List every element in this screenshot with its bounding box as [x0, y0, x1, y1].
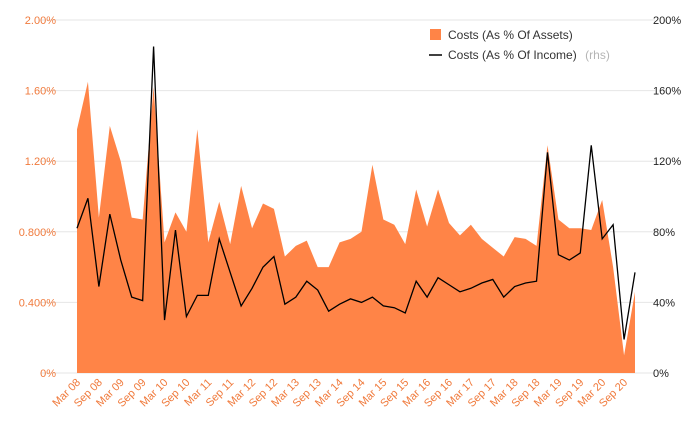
left-tick-label: 0.400% — [19, 297, 57, 309]
left-tick-label: 0.800% — [19, 227, 57, 239]
left-tick-label: 1.60% — [25, 86, 56, 98]
left-tick-label: 0% — [40, 368, 56, 380]
legend-area-label: Costs (As % Of Assets) — [448, 28, 573, 42]
legend: Costs (As % Of Assets) Costs (As % Of In… — [429, 28, 610, 63]
right-tick-label: 0% — [653, 368, 669, 380]
right-tick-label: 80% — [653, 227, 675, 239]
right-tick-label: 40% — [653, 297, 675, 309]
legend-area-swatch — [430, 29, 441, 40]
right-tick-label: 160% — [653, 86, 681, 98]
left-tick-label: 1.20% — [25, 156, 56, 168]
legend-line-suffix: (rhs) — [585, 48, 610, 62]
left-axis-ticks: 0% 0.400% 0.800% 1.20% 1.60% 2.00% — [19, 15, 57, 380]
legend-line-label: Costs (As % Of Income) — [448, 48, 577, 62]
right-tick-label: 120% — [653, 156, 681, 168]
right-axis-ticks: 0% 40% 80% 120% 160% 200% — [653, 15, 681, 380]
legend-line-text: Costs (As % Of Income) (rhs) — [448, 46, 610, 63]
costs-assets-area — [77, 81, 635, 373]
costs-income-line — [76, 46, 636, 340]
right-tick-label: 200% — [653, 15, 681, 27]
left-tick-label: 2.00% — [25, 15, 56, 27]
